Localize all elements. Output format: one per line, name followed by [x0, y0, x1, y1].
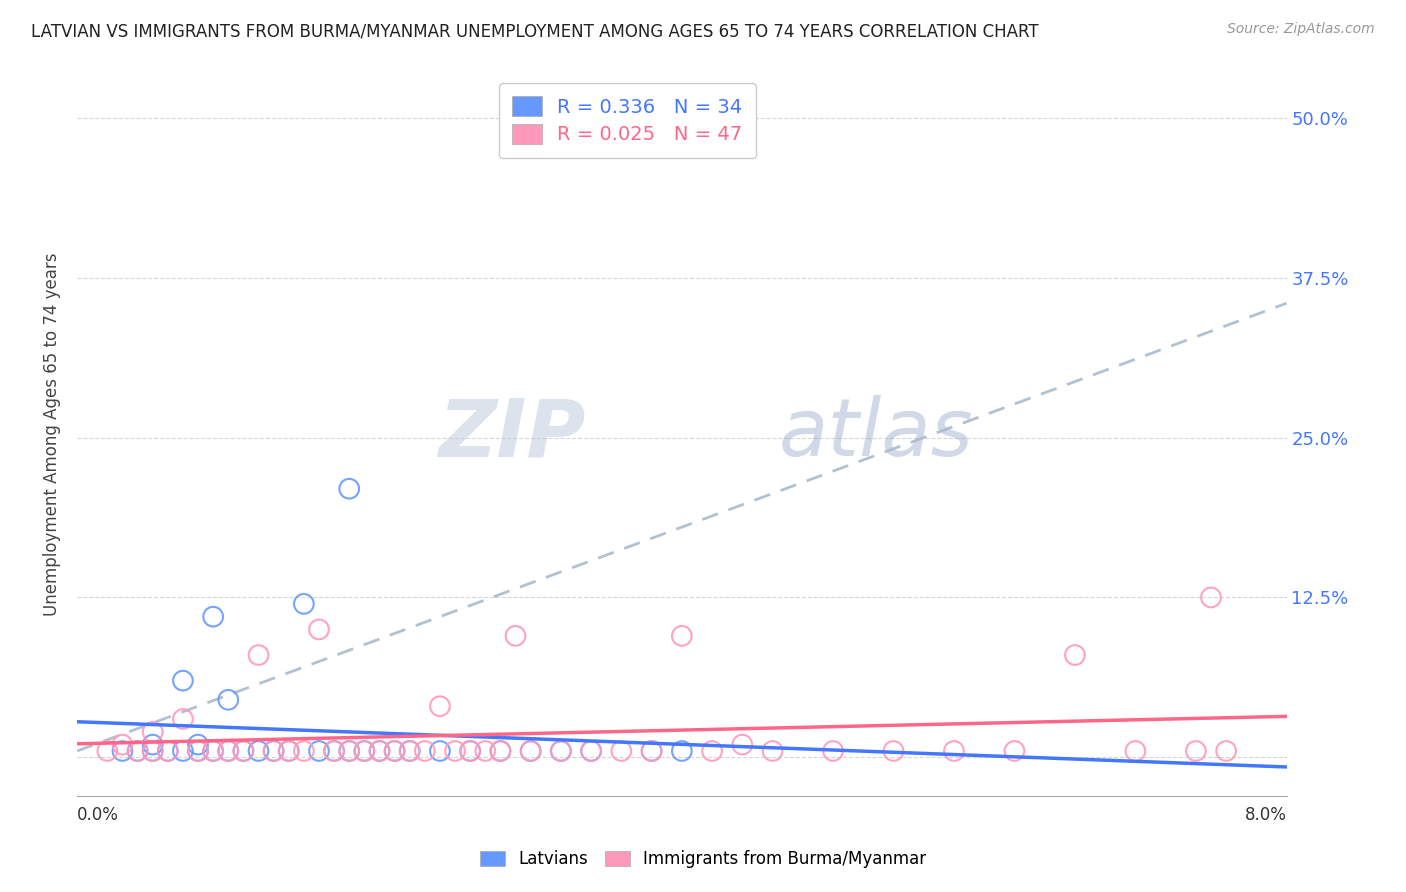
Point: [96, 744, 118, 758]
Text: 0.0%: 0.0%: [77, 806, 120, 824]
Point: [444, 744, 467, 758]
Point: [323, 744, 346, 758]
Point: [217, 693, 239, 707]
Point: [610, 744, 633, 758]
Point: [263, 744, 285, 758]
Point: [640, 744, 662, 758]
Point: [368, 744, 391, 758]
Point: [172, 712, 194, 726]
Point: [202, 744, 225, 758]
Point: [489, 744, 512, 758]
Text: atlas: atlas: [779, 395, 973, 474]
Point: [187, 738, 209, 752]
Point: [337, 744, 360, 758]
Y-axis label: Unemployment Among Ages 65 to 74 years: Unemployment Among Ages 65 to 74 years: [44, 252, 60, 616]
Point: [640, 744, 662, 758]
Point: [384, 744, 406, 758]
Point: [1215, 744, 1237, 758]
Point: [172, 744, 194, 758]
Point: [172, 673, 194, 688]
Point: [111, 738, 134, 752]
Point: [277, 744, 299, 758]
Point: [127, 744, 149, 758]
Point: [398, 744, 420, 758]
Point: [277, 744, 299, 758]
Text: Source: ZipAtlas.com: Source: ZipAtlas.com: [1227, 22, 1375, 37]
Legend: Latvians, Immigrants from Burma/Myanmar: Latvians, Immigrants from Burma/Myanmar: [474, 844, 932, 875]
Point: [550, 744, 572, 758]
Point: [671, 744, 693, 758]
Text: 8.0%: 8.0%: [1244, 806, 1286, 824]
Text: ZIP: ZIP: [437, 395, 585, 474]
Point: [519, 744, 541, 758]
Point: [384, 744, 406, 758]
Point: [579, 744, 602, 758]
Point: [308, 744, 330, 758]
Point: [263, 744, 285, 758]
Point: [700, 744, 723, 758]
Point: [671, 629, 693, 643]
Point: [474, 744, 496, 758]
Point: [323, 744, 346, 758]
Point: [1185, 744, 1208, 758]
Point: [308, 623, 330, 637]
Point: [353, 744, 375, 758]
Point: [429, 744, 451, 758]
Point: [550, 744, 572, 758]
Point: [247, 744, 270, 758]
Point: [505, 629, 527, 643]
Point: [187, 744, 209, 758]
Point: [579, 744, 602, 758]
Point: [458, 744, 481, 758]
Point: [156, 744, 179, 758]
Point: [156, 744, 179, 758]
Point: [127, 744, 149, 758]
Point: [1004, 744, 1026, 758]
Point: [232, 744, 254, 758]
Point: [217, 744, 239, 758]
Point: [489, 744, 512, 758]
Point: [142, 738, 165, 752]
Point: [1125, 744, 1147, 758]
Point: [142, 744, 165, 758]
Point: [292, 597, 315, 611]
Point: [111, 744, 134, 758]
Point: [398, 744, 420, 758]
Point: [232, 744, 254, 758]
Point: [142, 724, 165, 739]
Point: [217, 744, 239, 758]
Point: [353, 744, 375, 758]
Point: [1199, 591, 1222, 605]
Point: [187, 744, 209, 758]
Point: [882, 744, 904, 758]
Point: [202, 744, 225, 758]
Point: [943, 744, 966, 758]
Point: [458, 744, 481, 758]
Point: [292, 744, 315, 758]
Point: [429, 699, 451, 714]
Point: [731, 738, 754, 752]
Point: [202, 609, 225, 624]
Point: [761, 744, 783, 758]
Point: [337, 482, 360, 496]
Point: [821, 744, 844, 758]
Legend: R = 0.336   N = 34, R = 0.025   N = 47: R = 0.336 N = 34, R = 0.025 N = 47: [499, 83, 756, 158]
Text: LATVIAN VS IMMIGRANTS FROM BURMA/MYANMAR UNEMPLOYMENT AMONG AGES 65 TO 74 YEARS : LATVIAN VS IMMIGRANTS FROM BURMA/MYANMAR…: [31, 22, 1039, 40]
Point: [247, 648, 270, 662]
Point: [368, 744, 391, 758]
Point: [337, 744, 360, 758]
Point: [142, 744, 165, 758]
Point: [413, 744, 436, 758]
Point: [1064, 648, 1087, 662]
Point: [519, 744, 541, 758]
